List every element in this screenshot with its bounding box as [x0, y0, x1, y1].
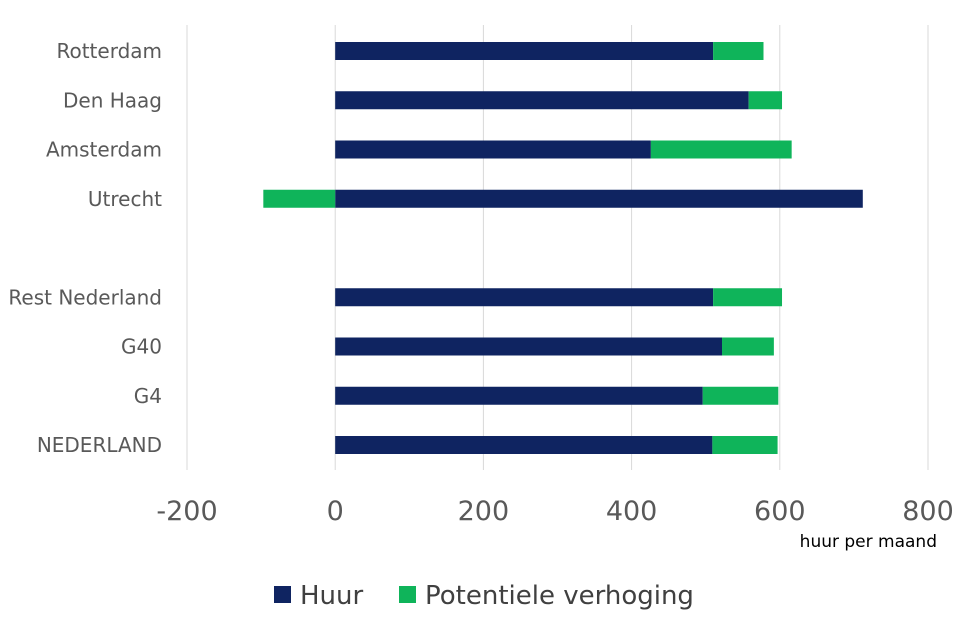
legend-label-huur: Huur: [300, 581, 364, 611]
bar-huur-den-haag: [335, 91, 749, 110]
bar-huur-g40: [335, 337, 723, 356]
bar-potentiele-verhoging-g40: [722, 337, 774, 356]
bar-potentiele-verhoging-g4: [702, 386, 779, 405]
legend-swatch-huur: [274, 586, 291, 603]
bar-huur-rotterdam: [335, 42, 714, 60]
category-label-den-haag: Den Haag: [63, 88, 162, 112]
bar-huur-g4: [335, 386, 703, 405]
bar-potentiele-verhoging-den-haag: [748, 91, 783, 110]
x-tick-label: 600: [754, 496, 806, 527]
bar-potentiele-verhoging-rest-nederland: [713, 288, 783, 307]
bar-potentiele-verhoging-nederland: [712, 436, 778, 454]
x-tick-label: 800: [902, 496, 954, 527]
category-label-rest-nederland: Rest Nederland: [8, 285, 162, 309]
category-label-g40: G40: [121, 335, 162, 359]
category-labels: Rotterdam Den Haag Amsterdam Utrecht Rest Ne…: [8, 39, 162, 457]
bar-huur-nederland: [335, 436, 713, 454]
x-tick-labels: -200 0 200 400 600 800: [156, 496, 953, 527]
category-label-utrecht: Utrecht: [88, 187, 162, 211]
x-tick-label: 200: [458, 496, 510, 527]
x-tick-label: 0: [327, 496, 344, 527]
bar-huur-rest-nederland: [335, 288, 714, 307]
bar-potentiele-verhoging-utrecht: [263, 189, 336, 208]
bar-huur-amsterdam: [335, 140, 651, 159]
category-label-nederland: NEDERLAND: [37, 433, 162, 457]
bar-potentiele-verhoging-amsterdam: [650, 140, 792, 159]
bar-huur-utrecht: [335, 189, 863, 208]
legend-label-potentiele-verhoging: Potentiele verhoging: [425, 581, 694, 611]
category-label-rotterdam: Rotterdam: [56, 39, 162, 63]
x-tick-label: 400: [606, 496, 658, 527]
bars: [263, 42, 863, 454]
category-label-g4: G4: [134, 384, 162, 408]
bar-potentiele-verhoging-rotterdam: [713, 42, 764, 60]
legend: Huur Potentiele verhoging: [274, 581, 694, 611]
legend-swatch-potentiele-verhoging: [399, 586, 416, 603]
x-tick-label: -200: [156, 496, 217, 527]
category-label-amsterdam: Amsterdam: [46, 138, 162, 162]
x-axis-title: huur per maand: [800, 532, 937, 552]
